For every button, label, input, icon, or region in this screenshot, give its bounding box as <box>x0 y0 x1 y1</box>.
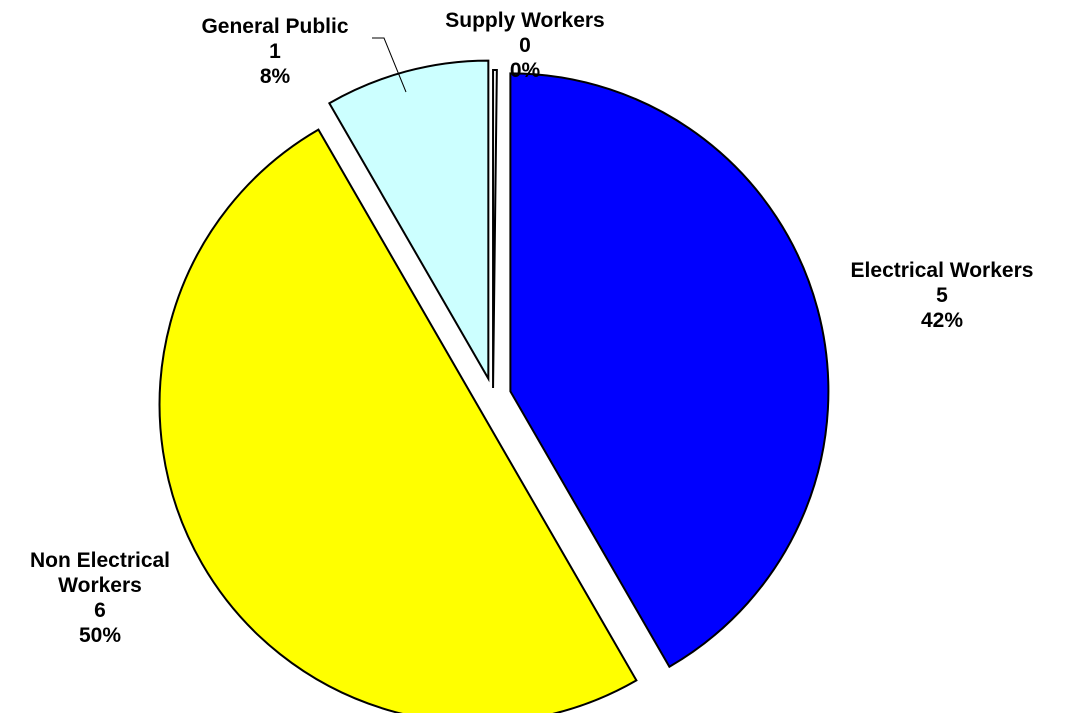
label-value: 0 <box>519 34 531 57</box>
label-name: General Public <box>201 15 349 38</box>
label-value: 5 <box>936 284 948 307</box>
pie-slice-supply-workers <box>492 68 498 389</box>
pie-slice-general-public <box>327 59 490 383</box>
data-label-general-public: General Public 1 8% <box>170 14 380 89</box>
label-name-line2: Workers <box>58 574 142 597</box>
label-name-line1: Non Electrical <box>29 549 171 572</box>
label-value: 1 <box>269 40 281 63</box>
label-name: Electrical Workers <box>850 259 1034 282</box>
label-name: Supply Workers <box>445 9 605 32</box>
label-value: 6 <box>94 599 106 622</box>
pie-slice-non-electrical-workers <box>158 128 638 713</box>
label-percent: 42% <box>920 309 964 332</box>
pie-slice-electrical-workers <box>509 72 830 669</box>
data-label-supply-workers: Supply Workers 0 0% <box>410 8 640 83</box>
data-label-non-electrical-workers: Non Electrical Workers 6 50% <box>0 548 200 648</box>
data-label-electrical-workers: Electrical Workers 5 42% <box>822 258 1062 333</box>
label-percent: 0% <box>509 59 541 82</box>
label-percent: 50% <box>78 624 122 647</box>
leader-line-general-public <box>372 37 407 93</box>
label-percent: 8% <box>259 65 291 88</box>
